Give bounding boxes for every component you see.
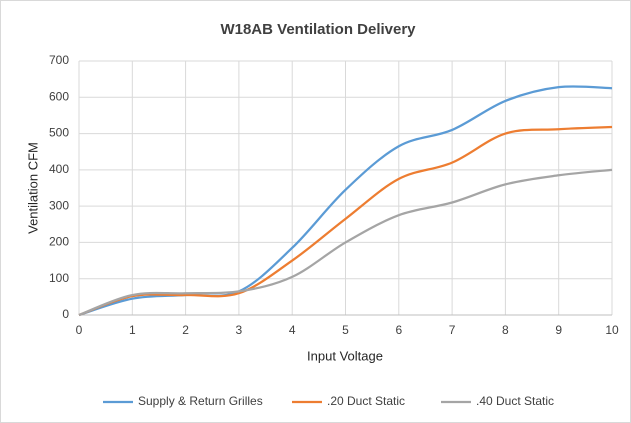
x-tick-label: 6: [395, 323, 402, 337]
x-tick-label: 10: [605, 323, 619, 337]
legend-label: .20 Duct Static: [327, 394, 405, 408]
legend-label: .40 Duct Static: [476, 394, 554, 408]
y-tick-label: 600: [49, 89, 69, 103]
y-tick-label: 400: [49, 162, 69, 176]
x-tick-label: 0: [76, 323, 83, 337]
y-tick-label: 0: [62, 307, 69, 321]
x-tick-label: 1: [129, 323, 136, 337]
legend-label: Supply & Return Grilles: [138, 394, 263, 408]
x-tick-label: 4: [289, 323, 296, 337]
y-tick-label: 500: [49, 126, 69, 140]
series-line: [78, 125, 613, 317]
y-axis-title: Ventilation CFM: [25, 142, 40, 234]
x-tick-label: 7: [449, 323, 456, 337]
x-tick-label: 8: [502, 323, 509, 337]
x-tick-label: 2: [182, 323, 189, 337]
y-tick-label: 300: [49, 198, 69, 212]
x-tick-label: 5: [342, 323, 349, 337]
x-axis-title: Input Voltage: [307, 348, 383, 363]
x-tick-label: 9: [555, 323, 562, 337]
chart-title: W18AB Ventilation Delivery: [220, 21, 416, 38]
y-tick-label: 700: [49, 53, 69, 67]
y-tick-label: 200: [49, 235, 69, 249]
series-line: [78, 168, 613, 317]
x-tick-label: 3: [236, 323, 243, 337]
y-tick-label: 100: [49, 271, 69, 285]
